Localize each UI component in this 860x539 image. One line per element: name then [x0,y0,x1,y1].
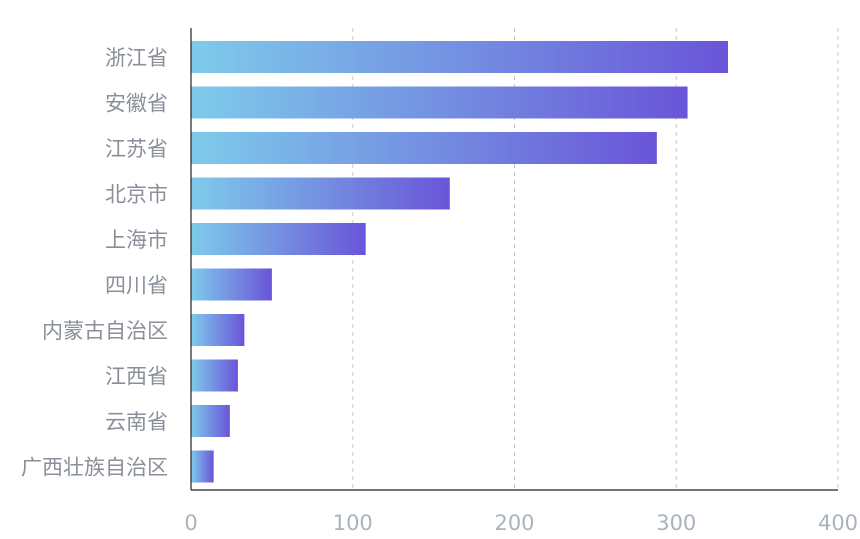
category-label: 云南省 [105,410,168,434]
category-label: 北京市 [105,183,168,207]
bars [191,41,729,483]
bar [191,268,272,301]
x-tick-label: 200 [494,511,534,535]
bar [191,132,657,164]
x-tick-label: 400 [818,511,858,535]
category-label: 江西省 [105,365,168,389]
category-label: 安徽省 [105,92,168,116]
bar [191,359,238,392]
x-tick-label: 100 [333,511,373,535]
bar [191,41,729,73]
bar [191,314,245,346]
grid-lines [352,28,839,490]
x-tick-label: 0 [184,511,197,535]
bar [191,177,450,210]
category-label: 上海市 [105,228,168,252]
category-label: 浙江省 [105,46,168,70]
category-label: 四川省 [105,274,168,298]
bar [191,86,688,119]
bar [191,223,366,255]
bar [191,405,230,437]
category-label: 江苏省 [105,137,168,161]
axes [190,28,838,491]
bar [191,450,214,483]
category-label: 内蒙古自治区 [42,319,168,343]
category-label: 广西壮族自治区 [21,456,168,480]
x-tick-label: 300 [656,511,696,535]
x-tick-labels: 0 100 200 300 400 [184,511,858,535]
